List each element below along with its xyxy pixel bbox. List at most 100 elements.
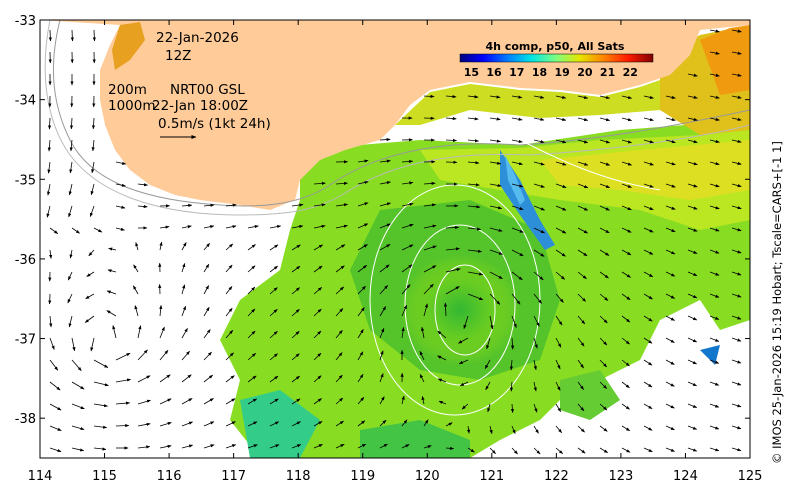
current-arrow-icon xyxy=(401,395,405,405)
current-arrow-icon xyxy=(67,271,73,281)
current-arrow-icon xyxy=(533,359,537,371)
current-arrow-icon xyxy=(357,223,369,229)
current-arrow-icon xyxy=(107,269,117,273)
current-arrow-icon xyxy=(687,183,698,188)
current-arrow-icon xyxy=(687,161,698,166)
current-arrow-icon xyxy=(93,381,109,387)
current-arrow-icon xyxy=(599,293,609,301)
current-arrow-icon xyxy=(665,227,676,233)
current-arrow-icon xyxy=(357,396,365,405)
current-arrow-icon xyxy=(291,421,301,427)
current-arrow-icon xyxy=(181,444,194,449)
current-arrow-icon xyxy=(419,350,425,361)
current-arrow-icon xyxy=(577,359,584,369)
current-arrow-icon xyxy=(181,242,187,251)
current-arrow-icon xyxy=(269,331,278,339)
current-arrow-icon xyxy=(357,264,368,273)
current-arrow-icon xyxy=(93,227,103,233)
current-arrow-icon xyxy=(203,263,210,273)
colorbar-gradient xyxy=(459,53,654,63)
current-arrow-icon xyxy=(687,315,698,321)
current-arrow-icon xyxy=(71,403,85,410)
current-arrow-icon xyxy=(509,381,514,392)
current-arrow-icon xyxy=(577,183,589,189)
current-arrow-icon xyxy=(555,227,567,234)
current-arrow-icon xyxy=(621,117,632,122)
y-tick-label: -36 xyxy=(15,253,36,268)
scale-label: 0.5m/s (1kt 24h) xyxy=(158,116,271,132)
current-arrow-icon xyxy=(225,225,237,229)
current-arrow-icon xyxy=(247,308,256,317)
current-arrow-icon xyxy=(731,161,742,165)
current-arrow-icon xyxy=(357,329,364,339)
current-arrow-icon xyxy=(247,352,257,361)
current-arrow-icon xyxy=(423,303,428,317)
y-tick-label: -34 xyxy=(15,94,36,109)
current-arrow-icon xyxy=(687,293,698,299)
current-arrow-icon xyxy=(135,242,139,251)
current-arrow-icon xyxy=(665,447,675,452)
current-arrow-icon xyxy=(93,425,108,429)
current-arrow-icon xyxy=(709,425,720,430)
current-arrow-icon xyxy=(401,264,413,273)
y-axis: -33 -34 -35 -36 -37 -38 xyxy=(15,14,750,427)
current-arrow-icon xyxy=(137,349,148,361)
current-arrow-icon xyxy=(467,161,480,165)
current-arrow-icon xyxy=(335,374,343,383)
current-arrow-icon xyxy=(269,244,279,251)
x-tick-label: 122 xyxy=(544,469,569,484)
current-arrow-icon xyxy=(533,95,545,99)
current-arrow-icon xyxy=(423,203,437,207)
current-arrow-icon xyxy=(46,183,51,196)
current-arrow-icon xyxy=(115,227,125,231)
current-arrow-icon xyxy=(71,227,80,234)
current-arrow-icon xyxy=(291,353,300,361)
current-arrow-icon xyxy=(313,308,322,317)
current-arrow-icon xyxy=(401,284,411,295)
current-arrow-icon xyxy=(533,249,545,257)
current-arrow-icon xyxy=(357,420,366,427)
current-arrow-icon xyxy=(687,227,698,232)
current-arrow-icon xyxy=(599,359,607,368)
current-arrow-icon xyxy=(269,375,279,383)
current-arrow-icon xyxy=(467,183,480,187)
current-arrow-icon xyxy=(181,374,192,383)
current-arrow-icon xyxy=(599,117,611,122)
current-arrow-icon xyxy=(379,223,391,229)
current-arrow-icon xyxy=(423,224,437,229)
current-arrow-icon xyxy=(445,422,453,427)
current-arrow-icon xyxy=(555,139,567,144)
current-arrow-icon xyxy=(643,139,654,144)
current-arrow-icon xyxy=(577,271,587,280)
current-arrow-icon xyxy=(269,225,282,229)
current-arrow-icon xyxy=(621,227,632,233)
current-arrow-icon xyxy=(90,183,95,196)
current-arrow-icon xyxy=(621,95,632,100)
x-tick-label: 116 xyxy=(157,469,182,484)
current-arrow-icon xyxy=(484,359,491,370)
date-label: 22-Jan-2026 xyxy=(156,30,239,46)
current-arrow-icon xyxy=(577,425,585,433)
current-arrow-icon xyxy=(423,419,429,427)
current-arrow-icon xyxy=(437,355,447,361)
current-arrow-icon xyxy=(203,242,211,251)
current-arrow-icon xyxy=(49,315,53,328)
current-arrow-icon xyxy=(665,205,676,210)
current-arrow-icon xyxy=(159,398,172,405)
current-arrow-icon xyxy=(49,227,59,235)
current-arrow-icon xyxy=(665,293,676,299)
current-arrow-icon xyxy=(379,285,388,295)
current-arrow-icon xyxy=(731,205,742,210)
current-arrow-icon xyxy=(621,205,632,211)
current-arrow-icon xyxy=(137,422,151,427)
current-arrow-icon xyxy=(47,117,52,130)
colorbar: 4h comp, p50, All Sats 15 16 17 18 19 20 21 22 xyxy=(459,40,654,79)
current-arrow-icon xyxy=(555,249,566,257)
current-arrow-icon xyxy=(533,139,545,144)
current-arrow-icon xyxy=(577,95,589,99)
current-arrow-icon xyxy=(709,51,720,55)
current-arrow-icon xyxy=(489,95,501,99)
current-arrow-icon xyxy=(458,359,469,365)
current-arrow-icon xyxy=(687,381,697,387)
